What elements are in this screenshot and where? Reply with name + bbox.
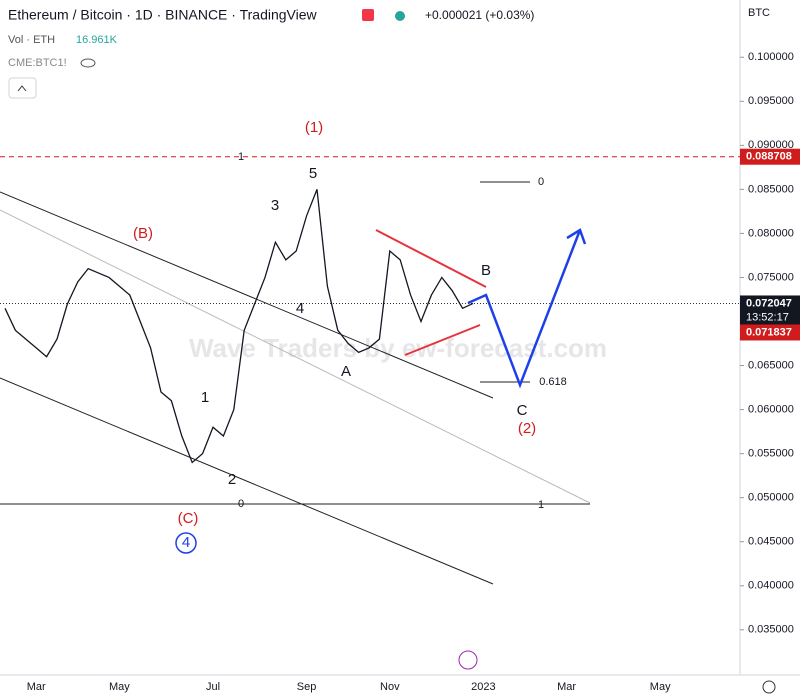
price-line xyxy=(4,189,474,464)
channel-lower xyxy=(0,377,494,585)
y-tick-label: 0.085000 xyxy=(748,183,794,195)
y-tick-label: 0.090000 xyxy=(748,139,794,151)
compare-symbol: CME:BTC1! xyxy=(8,57,67,69)
price-change: +0.000021 (+0.03%) xyxy=(425,8,534,22)
symbol-title: Ethereum / Bitcoin · 1D · BINANCE · Trad… xyxy=(8,7,318,23)
market-status xyxy=(395,11,405,21)
price-tag xyxy=(740,148,800,165)
caret xyxy=(17,85,27,92)
y-tick-label: 0.050000 xyxy=(748,492,794,504)
countdown: 13:52:17 xyxy=(746,311,789,323)
price-tag xyxy=(740,295,800,326)
y-tick-label: 0.055000 xyxy=(748,448,794,460)
wave-label: 4 xyxy=(182,534,190,551)
projection-arrow xyxy=(566,228,587,245)
wave-label: C xyxy=(517,402,528,419)
volume-label: Vol · ETH xyxy=(8,34,55,46)
x-tick-label: Jul xyxy=(206,681,220,693)
y-tick-label: 0.095000 xyxy=(748,95,794,107)
collapse-button[interactable] xyxy=(8,77,37,99)
settings-icon[interactable] xyxy=(762,680,776,694)
price-tag-label: 0.072047 xyxy=(746,297,792,309)
y-tick-label: 0.060000 xyxy=(748,403,794,415)
y-tick-label: 0.075000 xyxy=(748,271,794,283)
wave-label: (2) xyxy=(518,420,536,437)
x-tick-label: Mar xyxy=(557,681,576,693)
hide-icon[interactable] xyxy=(80,58,96,68)
y-tick-label: 0.035000 xyxy=(748,624,794,636)
x-tick-label: May xyxy=(650,681,671,693)
wave-label: 4 xyxy=(296,300,304,317)
x-tick-label: May xyxy=(109,681,130,693)
x-tick-label: Sep xyxy=(297,681,317,693)
x-tick-label: 2023 xyxy=(471,681,495,693)
wave-label: B xyxy=(481,262,491,279)
wave-label: (1) xyxy=(305,119,323,136)
wave-label: 3 xyxy=(271,197,279,214)
x-tick-label: Nov xyxy=(380,681,400,693)
price-tag xyxy=(740,324,800,341)
volume-value: 16.961K xyxy=(76,34,118,46)
wave-label: (B) xyxy=(133,225,153,242)
fib-label: 1 xyxy=(238,151,244,163)
y-tick-label: 0.040000 xyxy=(748,580,794,592)
fib-label: 1 xyxy=(538,499,544,511)
fib-label: 0 xyxy=(538,176,544,188)
fib-label: 0.618 xyxy=(539,376,567,388)
price-tag-label: 0.071837 xyxy=(746,326,792,338)
alert-icon[interactable] xyxy=(362,9,374,21)
x-tick-label: Mar xyxy=(27,681,46,693)
y-tick-label: 0.065000 xyxy=(748,359,794,371)
wave-label: 5 xyxy=(309,165,317,182)
currency-box[interactable] xyxy=(745,4,777,21)
y-tick-label: 0.080000 xyxy=(748,227,794,239)
currency: BTC xyxy=(748,7,770,19)
projection-path xyxy=(467,229,582,389)
y-tick-label: 0.045000 xyxy=(748,536,794,548)
wave-label: (C) xyxy=(178,510,199,527)
price-tag-label: 0.088708 xyxy=(746,151,792,163)
event-icon[interactable] xyxy=(458,650,478,670)
triangle-line xyxy=(404,324,481,356)
y-tick-label: 0.100000 xyxy=(748,51,794,63)
channel-middle xyxy=(0,209,591,504)
wave-label: A xyxy=(341,363,351,380)
channel-upper xyxy=(0,191,494,399)
triangle-line xyxy=(375,229,487,288)
wave-label: 2 xyxy=(228,471,236,488)
fib-label: 0 xyxy=(238,498,244,510)
wave-circle xyxy=(175,532,197,554)
wave-label: 1 xyxy=(201,389,209,406)
